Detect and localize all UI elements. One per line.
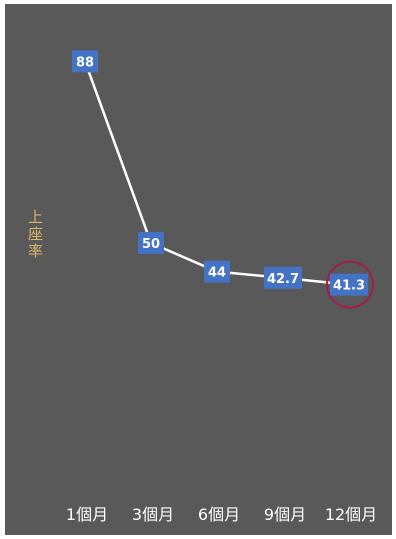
x-tick-label-3: 6個月 (198, 505, 240, 524)
series-line (83, 60, 350, 286)
line-chart: 88 50 44 42.7 41.3 1個月 3個月 6個月 9個月 12個月 (66, 50, 377, 524)
data-label-box-1 (72, 50, 98, 73)
highlight-circle (326, 260, 374, 309)
x-tick-label-1: 1個月 (66, 505, 108, 524)
data-label-box-3 (204, 260, 230, 283)
data-label-box-5 (330, 273, 368, 296)
x-tick-label-4: 9個月 (264, 505, 306, 524)
x-tick-label-5: 12個月 (325, 505, 377, 524)
data-label-box-4 (264, 266, 302, 289)
data-label-box-2 (138, 232, 164, 254)
data-label-4: 42.7 (267, 272, 299, 287)
y-axis-label: 上座率 (26, 209, 44, 260)
data-label-5: 41.3 (333, 279, 365, 294)
data-label-3: 44 (208, 266, 226, 281)
chart-area: 上座率 88 50 44 42.7 41.3 1個月 3個月 6個月 9個月 12個月 (5, 4, 392, 535)
data-label-2: 50 (142, 237, 160, 252)
data-label-1: 88 (76, 55, 94, 70)
x-tick-label-2: 3個月 (132, 505, 174, 524)
